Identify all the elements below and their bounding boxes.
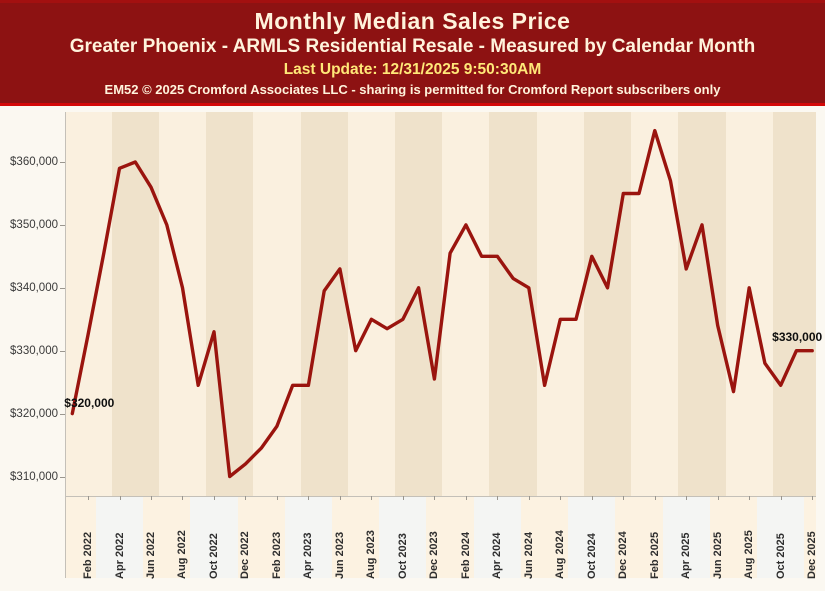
shading-band [489, 112, 537, 496]
y-tick-label: $360,000 [10, 156, 58, 168]
x-tick [88, 496, 90, 500]
x-tick [560, 496, 562, 500]
shading-band [206, 112, 254, 496]
shading-band [347, 112, 395, 496]
x-tick [654, 496, 656, 500]
shading-band [237, 496, 285, 578]
x-tick [402, 496, 404, 500]
shading-band [536, 112, 584, 496]
last-update-text: Last Update: 12/31/2025 9:50:30AM [283, 61, 542, 78]
chart-plot-area: $360,000 $350,000 $340,000 $330,000 $320,000… [0, 106, 825, 591]
y-tick-label: $310,000 [10, 470, 58, 483]
shading-band [725, 112, 773, 496]
x-tick [182, 496, 184, 500]
x-tick [528, 496, 530, 500]
median-price-line [70, 128, 814, 479]
chart-subtitle: Greater Phoenix - ARMLS Residential Resa… [69, 36, 756, 57]
shading-band [253, 112, 301, 496]
shading-band [772, 112, 816, 496]
shading-band [65, 496, 96, 578]
x-tick [497, 496, 499, 500]
y-tick [60, 350, 65, 352]
shading-band [520, 496, 569, 578]
shading-band [143, 496, 191, 578]
x-tick [717, 496, 719, 500]
shading-band [662, 496, 710, 578]
shading-band [442, 112, 490, 496]
x-tick [371, 496, 373, 500]
x-tick [276, 496, 278, 500]
x-tick [434, 496, 436, 500]
shading-band [284, 496, 333, 578]
y-axis-line [65, 112, 66, 578]
x-tick [308, 496, 310, 500]
y-tick-label: $350,000 [10, 218, 58, 231]
shading-band [65, 112, 112, 496]
x-tick [623, 496, 625, 500]
x-axis-line [65, 496, 816, 497]
shading-band [473, 496, 521, 578]
x-tick [812, 496, 814, 500]
point-value-label: $330,000 [772, 329, 823, 344]
chart-header: Monthly Median Sales Price Greater Phoen… [0, 0, 825, 106]
shading-band [568, 496, 616, 578]
x-tick [465, 496, 467, 500]
y-tick-label: $330,000 [10, 344, 58, 357]
y-tick-label: $320,000 [10, 407, 58, 420]
y-tick [60, 287, 65, 289]
x-tick [245, 496, 247, 500]
shading-band [395, 112, 443, 496]
shading-band [158, 112, 207, 496]
x-tick [749, 496, 751, 500]
price-line-series [70, 128, 814, 479]
y-tick [60, 413, 65, 415]
x-tick [780, 496, 782, 500]
shading-band [300, 112, 348, 496]
shading-band [190, 496, 238, 578]
y-tick-label: $340,000 [10, 281, 58, 294]
point-value-label: $320,000 [64, 395, 115, 410]
shading-band [332, 496, 380, 578]
shading-band [426, 496, 474, 578]
copyright-text: EM52 © 2025 Cromford Associates LLC - sh… [104, 82, 721, 97]
y-tick [60, 476, 65, 478]
y-tick [60, 162, 65, 163]
x-tick [686, 496, 688, 500]
shading-band [379, 496, 427, 578]
shading-band [678, 112, 726, 496]
x-tick [339, 496, 341, 500]
x-tick [151, 496, 152, 500]
shading-band [583, 112, 632, 496]
x-tick [119, 496, 121, 500]
x-tick [591, 496, 593, 500]
shading-band [709, 496, 758, 578]
shading-band [804, 496, 816, 578]
chart-title: Monthly Median Sales Price [254, 8, 571, 34]
shading-band [615, 496, 663, 578]
shading-band [757, 496, 805, 578]
y-tick [60, 224, 65, 226]
shading-band [95, 496, 144, 578]
x-tick [213, 496, 215, 500]
